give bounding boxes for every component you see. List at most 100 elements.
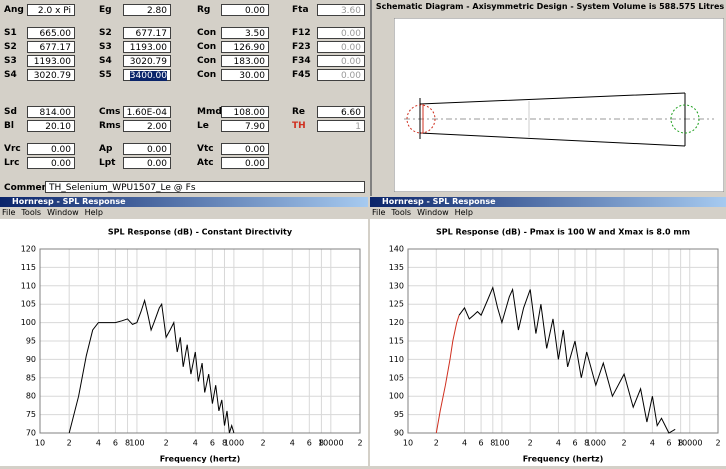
parameter-field[interactable]: 3.50 (221, 27, 269, 39)
field-value: 1193.00 (33, 57, 71, 67)
parameter-field[interactable]: 20.10 (27, 120, 75, 132)
parameter-field[interactable]: 7.90 (221, 120, 269, 132)
parameter-field[interactable]: 3020.79 (123, 55, 171, 67)
parameter-label: Vtc (197, 144, 214, 154)
field-value: 0.00 (340, 29, 361, 39)
x-tick-label: 6 (666, 439, 671, 448)
parameter-field[interactable]: 0.00 (317, 69, 365, 81)
parameter-field[interactable]: 30.00 (221, 69, 269, 81)
parameter-field[interactable]: 183.00 (221, 55, 269, 67)
x-tick-label: 4 (650, 439, 655, 448)
x-tick-label: 10000 (318, 439, 343, 448)
y-tick-label: 95 (26, 337, 36, 346)
parameter-field[interactable]: 126.90 (221, 41, 269, 53)
menu-bar: File Tools Window Help (370, 207, 726, 219)
menu-item[interactable]: Window (417, 208, 449, 217)
menu-item[interactable]: Tools (391, 208, 412, 217)
parameter-field[interactable]: 677.17 (123, 27, 171, 39)
x-tick-label: 2 (434, 439, 439, 448)
parameter-field[interactable]: 0.00 (27, 143, 75, 155)
x-tick-label: 8 (678, 439, 683, 448)
parameter-field[interactable]: 0.00 (221, 157, 269, 169)
parameter-label: Eg (99, 5, 112, 15)
parameter-field[interactable]: 6.60 (317, 106, 365, 118)
plot-frame (407, 248, 719, 434)
parameter-field[interactable]: 2.80 (123, 4, 171, 16)
y-tick-label: 110 (389, 355, 404, 364)
parameter-field[interactable]: 3.60 (317, 4, 365, 16)
parameter-field[interactable]: 814.00 (27, 106, 75, 118)
x-tick-label: 2 (622, 439, 627, 448)
menu-item[interactable]: Help (84, 208, 103, 217)
parameter-label: Rms (99, 121, 121, 131)
menu-item[interactable]: Window (47, 208, 79, 217)
parameter-field[interactable]: 1.60E-04 (123, 106, 171, 118)
parameter-label: Lpt (99, 158, 116, 168)
x-tick-label: 2 (67, 439, 72, 448)
x-tick-label: 2 (164, 439, 169, 448)
schematic-title: Schematic Diagram - Axisymmetric Design … (375, 2, 725, 11)
menu-item[interactable]: File (2, 208, 16, 217)
parameter-label: S3 (99, 42, 112, 52)
field-value: 30.00 (239, 71, 265, 81)
parameter-field[interactable]: 0.00 (317, 27, 365, 39)
menu-bar: File Tools Window Help (0, 207, 368, 219)
parameter-field[interactable]: 108.00 (221, 106, 269, 118)
field-value: 0.00 (340, 71, 361, 81)
parameter-label: S5 (99, 70, 112, 80)
field-value: 0.00 (340, 43, 361, 53)
y-tick-label: 85 (26, 373, 36, 382)
x-tick-label: 10 (403, 439, 413, 448)
parameter-field[interactable]: 0.00 (123, 157, 171, 169)
schematic-window: Schematic Diagram - Axisymmetric Design … (370, 0, 726, 196)
field-value: TH_Selenium_WPU1507_Le @ Fs (49, 183, 196, 193)
x-axis-label: Frequency (hertz) (523, 455, 603, 464)
y-tick-label: 120 (389, 318, 404, 327)
menu-item[interactable]: Tools (21, 208, 42, 217)
y-tick-label: 105 (389, 373, 404, 382)
field-value: 1 (355, 122, 361, 132)
parameter-field[interactable]: 665.00 (27, 27, 75, 39)
parameter-field[interactable]: 677.17 (27, 41, 75, 53)
field-value: 0.00 (50, 145, 71, 155)
parameter-field[interactable]: 2.0 x Pi (27, 4, 75, 16)
menu-item[interactable]: File (372, 208, 386, 217)
x-tick-label: 8 (490, 439, 495, 448)
y-tick-label: 100 (21, 318, 36, 327)
parameter-label: TH (292, 121, 306, 131)
menu-item[interactable]: Help (454, 208, 473, 217)
parameter-field[interactable]: 0.00 (123, 143, 171, 155)
parameter-label: Cms (99, 107, 121, 117)
y-tick-label: 140 (389, 245, 404, 254)
parameter-field[interactable]: 0.00 (221, 143, 269, 155)
x-tick-label: 6 (572, 439, 577, 448)
field-value: 0.00 (244, 159, 265, 169)
x-tick-label: 4 (462, 439, 467, 448)
field-value: 6.60 (340, 108, 361, 118)
parameter-field[interactable]: 0.00 (317, 41, 365, 53)
parameter-label: Con (197, 42, 217, 52)
parameter-field[interactable]: 3400.00 (123, 69, 171, 81)
parameter-label: Ap (99, 144, 113, 154)
parameter-label: F12 (292, 28, 311, 38)
chart-title: SPL Response (dB) - Pmax is 100 W and Xm… (436, 228, 690, 237)
x-axis-label: Frequency (hertz) (160, 455, 240, 464)
parameter-panel: Ang 2.0 x Pi Eg 2.80 Rg 0.00 Fta 3.60 S1 665.00 S2… (0, 0, 370, 196)
parameter-label: Vrc (4, 144, 21, 154)
parameter-field[interactable]: 2.00 (123, 120, 171, 132)
parameter-field[interactable]: 1 (317, 120, 365, 132)
parameter-field[interactable]: 3020.79 (27, 69, 75, 81)
chart: SPL Response (dB) - Constant Directivity… (21, 228, 363, 464)
parameter-field[interactable]: 0.00 (221, 4, 269, 16)
parameter-label: F45 (292, 70, 311, 80)
y-tick-label: 70 (26, 429, 36, 438)
field-value: 20.10 (45, 122, 71, 132)
parameter-field[interactable]: 0.00 (317, 55, 365, 67)
parameter-label: S3 (4, 56, 17, 66)
parameter-field[interactable]: 1193.00 (123, 41, 171, 53)
comment-field[interactable]: TH_Selenium_WPU1507_Le @ Fs (45, 181, 365, 193)
parameter-field[interactable]: 0.00 (27, 157, 75, 169)
spl-curve (68, 298, 235, 434)
field-value: 665.00 (39, 29, 72, 39)
parameter-field[interactable]: 1193.00 (27, 55, 75, 67)
